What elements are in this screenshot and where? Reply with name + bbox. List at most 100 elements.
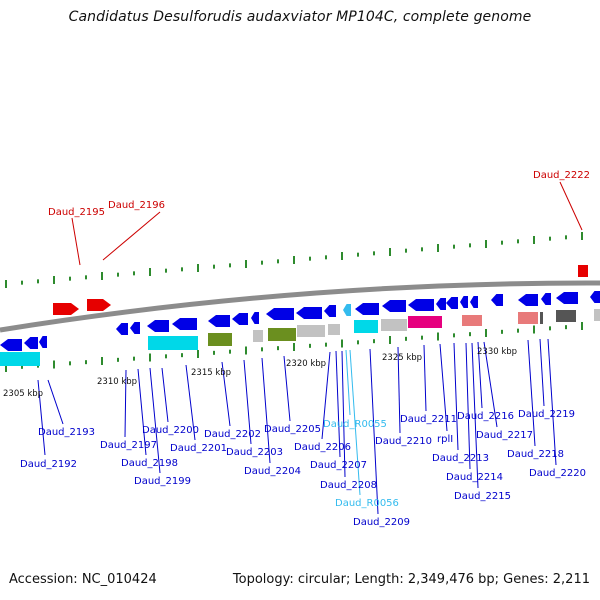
gene-label-daud-2215[interactable]: Daud_2215 [454, 491, 511, 502]
leader-line [465, 342, 471, 470]
gene-label-daud-2204[interactable]: Daud_2204 [244, 466, 301, 477]
cds-block [253, 330, 263, 342]
leader-line [477, 341, 483, 409]
gene-label-daud-2208[interactable]: Daud_2208 [320, 480, 377, 491]
gene-label-daud-2211[interactable]: Daud_2211 [400, 414, 457, 425]
reverse-gene-arrow [116, 323, 128, 335]
leader-line [341, 350, 346, 478]
gene-label-daud-2218[interactable]: Daud_2218 [507, 449, 564, 460]
rna-gene-arrow [343, 304, 351, 316]
reverse-gene-arrow [470, 296, 478, 308]
cds-block [0, 352, 40, 366]
reverse-gene-arrow [408, 299, 434, 311]
scale-label: 2315 kbp [191, 368, 231, 378]
leader-line [243, 359, 252, 445]
reverse-gene-arrow [518, 294, 538, 306]
cds-block [354, 320, 378, 333]
gene-features [0, 265, 600, 366]
cds-block [208, 333, 232, 346]
reverse-gene-arrow [296, 307, 322, 319]
leader-line [185, 364, 196, 441]
leader-line [423, 344, 427, 412]
gene-label-daud-2205[interactable]: Daud_2205 [264, 424, 321, 435]
gene-label-daud-2210[interactable]: Daud_2210 [375, 436, 432, 447]
reverse-gene-arrow [541, 293, 551, 305]
cds-block [268, 328, 296, 341]
gene-label-daud-2206[interactable]: Daud_2206 [294, 442, 351, 453]
leader-line [483, 341, 498, 428]
gene-label-daud-2193[interactable]: Daud_2193 [38, 427, 95, 438]
leader-line [161, 367, 169, 423]
forward-gene-arrow [87, 299, 111, 311]
gene-label-daud-2195[interactable]: Daud_2195 [48, 207, 105, 218]
leader-line [559, 181, 583, 231]
reverse-gene-arrow [446, 297, 458, 309]
gene-label-daud-2197[interactable]: Daud_2197 [100, 440, 157, 451]
gene-label-daud-2199[interactable]: Daud_2199 [134, 476, 191, 487]
gene-label-daud-2219[interactable]: Daud_2219 [518, 409, 575, 420]
scale-label: 2310 kbp [97, 377, 137, 387]
gene-label-daud-2201[interactable]: Daud_2201 [170, 443, 227, 454]
leader-line [539, 338, 545, 407]
reverse-gene-arrow [24, 337, 38, 349]
gene-label-rpli[interactable]: rplI [437, 434, 453, 445]
reverse-gene-arrow [436, 298, 446, 310]
leader-line [137, 368, 147, 456]
scale-label: 2325 kbp [382, 353, 422, 363]
rna-label-daud-r0056[interactable]: Daud_R0056 [335, 498, 399, 509]
gene-label-daud-2216[interactable]: Daud_2216 [457, 411, 514, 422]
gene-label-daud-2192[interactable]: Daud_2192 [20, 459, 77, 470]
cds-block [434, 316, 442, 328]
leader-line [102, 211, 161, 261]
rna-label-daud-r0055[interactable]: Daud_R0055 [323, 419, 387, 430]
gene-label-daud-2220[interactable]: Daud_2220 [529, 468, 586, 479]
reverse-gene-arrow [130, 322, 140, 334]
leader-line [261, 357, 271, 464]
gene-label-daud-2198[interactable]: Daud_2198 [121, 458, 178, 469]
label-leader-lines [37, 181, 583, 515]
leader-line [547, 338, 557, 466]
leader-line [439, 343, 448, 432]
leader-line [283, 355, 291, 422]
leader-line [37, 379, 46, 456]
genome-backbone [0, 280, 600, 333]
cds-block [328, 324, 340, 335]
topology-text: Topology: circular; Length: 2,349,476 bp… [232, 572, 590, 587]
leader-line [345, 349, 351, 416]
genome-title: Candidatus Desulforudis audaxviator MP10… [68, 9, 532, 25]
cds-block [518, 312, 538, 324]
reverse-gene-arrow [0, 339, 22, 351]
leader-line [221, 361, 231, 427]
gene-label-daud-2196[interactable]: Daud_2196 [108, 200, 165, 211]
leader-line [453, 342, 459, 451]
gene-label-daud-2214[interactable]: Daud_2214 [446, 472, 503, 483]
gene-label-daud-2213[interactable]: Daud_2213 [432, 453, 489, 464]
gene-label-daud-2217[interactable]: Daud_2217 [476, 430, 533, 441]
backbone-line [0, 280, 600, 333]
gene-label-daud-2222[interactable]: Daud_2222 [533, 170, 590, 181]
leader-line [149, 367, 161, 474]
cds-block [462, 315, 482, 326]
cds-block [148, 336, 198, 350]
gene-label-daud-2200[interactable]: Daud_2200 [142, 425, 199, 436]
reverse-gene-arrow [324, 305, 336, 317]
cds-block [556, 310, 576, 322]
accession-text: Accession: NC_010424 [9, 572, 157, 587]
gene-label-daud-2202[interactable]: Daud_2202 [204, 429, 261, 440]
leader-line [321, 351, 331, 440]
cds-block [408, 316, 434, 328]
gene-label-daud-2203[interactable]: Daud_2203 [226, 447, 283, 458]
leader-line [397, 346, 401, 434]
reverse-gene-arrow [232, 313, 248, 325]
cds-block [594, 309, 600, 321]
leader-line [471, 342, 479, 489]
reverse-gene-arrow [251, 312, 259, 324]
gene-label-daud-2209[interactable]: Daud_2209 [353, 517, 410, 528]
leader-line [527, 339, 536, 447]
scale-label: 2305 kbp [3, 389, 43, 399]
leader-line [335, 350, 341, 458]
forward-gene-block [578, 265, 588, 277]
gene-label-daud-2207[interactable]: Daud_2207 [310, 460, 367, 471]
